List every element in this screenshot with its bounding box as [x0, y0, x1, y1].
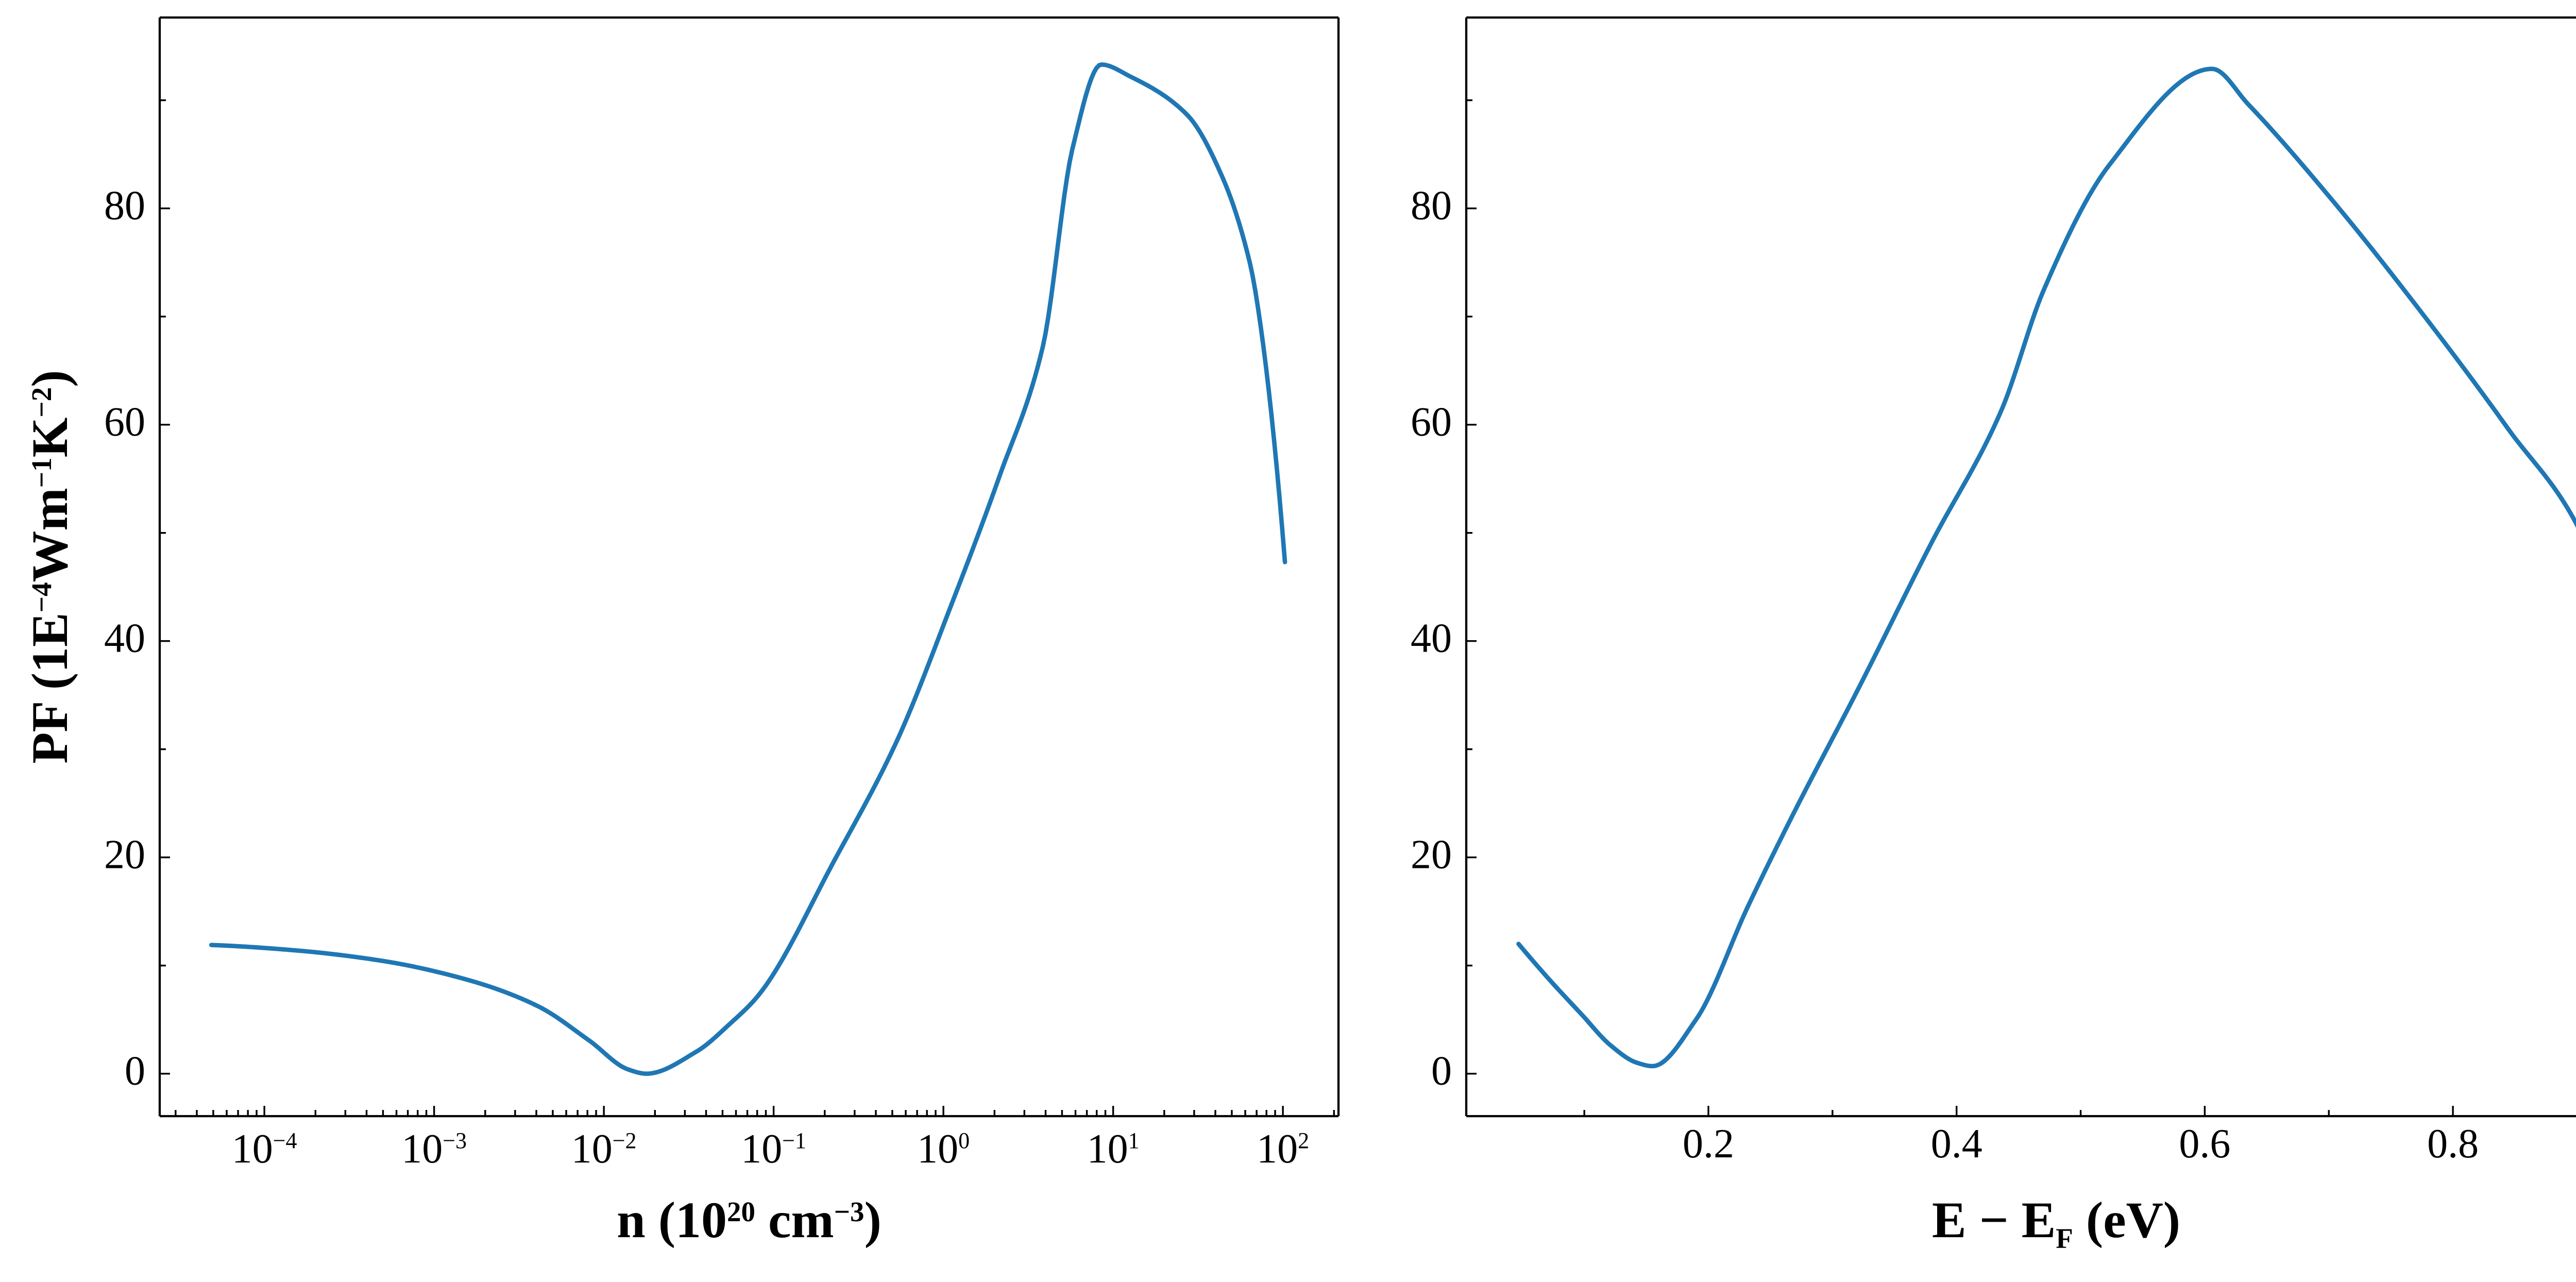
svg-text:0.2: 0.2: [1683, 1121, 1734, 1167]
svg-text:10−2: 10−2: [571, 1126, 637, 1172]
svg-text:80: 80: [104, 183, 145, 229]
svg-text:0: 0: [1431, 1049, 1452, 1094]
svg-text:0.8: 0.8: [2427, 1121, 2479, 1167]
svg-text:10−3: 10−3: [401, 1126, 467, 1172]
svg-text:80: 80: [1411, 183, 1452, 229]
svg-text:100: 100: [917, 1126, 970, 1172]
svg-text:40: 40: [104, 616, 145, 661]
svg-text:10−1: 10−1: [741, 1126, 806, 1172]
svg-text:n (1020 cm−3): n (1020 cm−3): [617, 1191, 882, 1249]
svg-text:102: 102: [1257, 1126, 1309, 1172]
svg-text:0: 0: [125, 1049, 145, 1094]
svg-text:0.6: 0.6: [2179, 1121, 2230, 1167]
svg-text:60: 60: [1411, 400, 1452, 445]
svg-text:101: 101: [1087, 1126, 1140, 1172]
svg-text:40: 40: [1411, 616, 1452, 661]
svg-text:E − EF (eV): E − EF (eV): [1932, 1191, 2180, 1254]
svg-text:60: 60: [104, 400, 145, 445]
svg-text:20: 20: [104, 832, 145, 878]
svg-text:PF (1E−4Wm−1K−2): PF (1E−4Wm−1K−2): [21, 370, 78, 763]
svg-text:10−4: 10−4: [232, 1126, 297, 1172]
svg-text:0.4: 0.4: [1931, 1121, 1982, 1167]
svg-text:20: 20: [1411, 832, 1452, 878]
